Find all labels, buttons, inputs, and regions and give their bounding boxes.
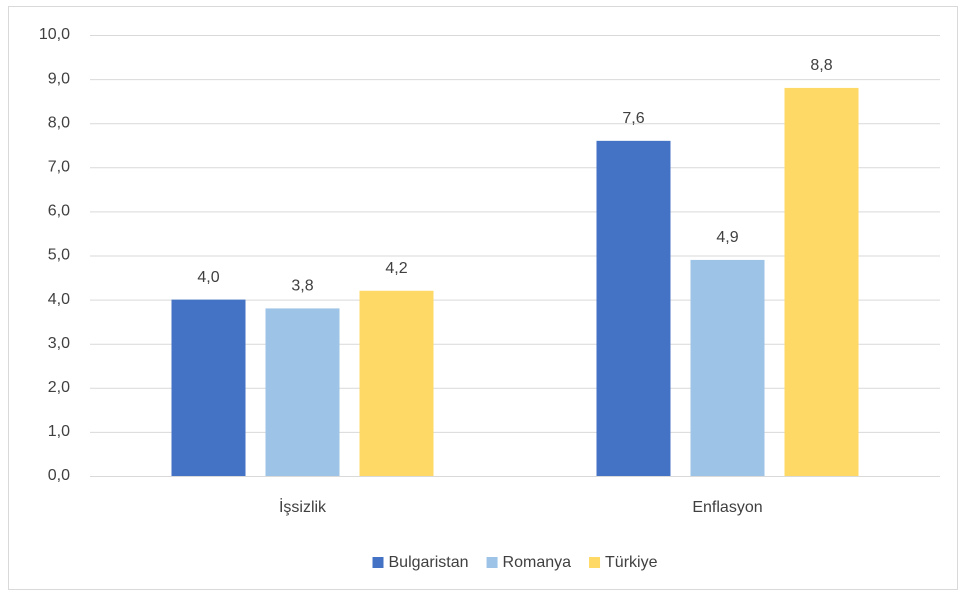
y-tick-label: 0,0 <box>48 467 70 484</box>
y-tick-label: 8,0 <box>48 114 70 131</box>
y-tick-label: 7,0 <box>48 159 70 176</box>
data-label: 8,8 <box>810 57 832 74</box>
data-label: 4,9 <box>716 229 738 246</box>
legend-swatch <box>486 557 498 568</box>
y-tick-label: 10,0 <box>39 26 70 43</box>
legend-label: Türkiye <box>605 554 658 571</box>
data-label: 3,8 <box>291 278 313 295</box>
data-label: 7,6 <box>622 110 644 127</box>
x-tick-label: Enflasyon <box>692 499 762 516</box>
y-tick-label: 5,0 <box>48 247 70 264</box>
legend-label: Bulgaristan <box>389 554 469 571</box>
y-tick-label: 2,0 <box>48 379 70 396</box>
legend-label: Romanya <box>503 554 572 571</box>
bar <box>359 290 434 476</box>
y-tick-label: 6,0 <box>48 203 70 220</box>
data-label: 4,0 <box>197 269 219 286</box>
y-tick-label: 1,0 <box>48 423 70 440</box>
legend-swatch <box>589 557 601 568</box>
bar <box>690 259 765 476</box>
x-tick-label: İşsizlik <box>279 497 327 516</box>
y-tick-label: 9,0 <box>48 70 70 87</box>
legend-swatch <box>372 557 384 568</box>
bar <box>784 87 859 477</box>
bar <box>265 308 340 476</box>
bar <box>171 299 246 476</box>
data-label: 4,2 <box>385 260 407 277</box>
y-tick-label: 3,0 <box>48 335 70 352</box>
bar <box>596 140 671 476</box>
y-tick-label: 4,0 <box>48 291 70 308</box>
